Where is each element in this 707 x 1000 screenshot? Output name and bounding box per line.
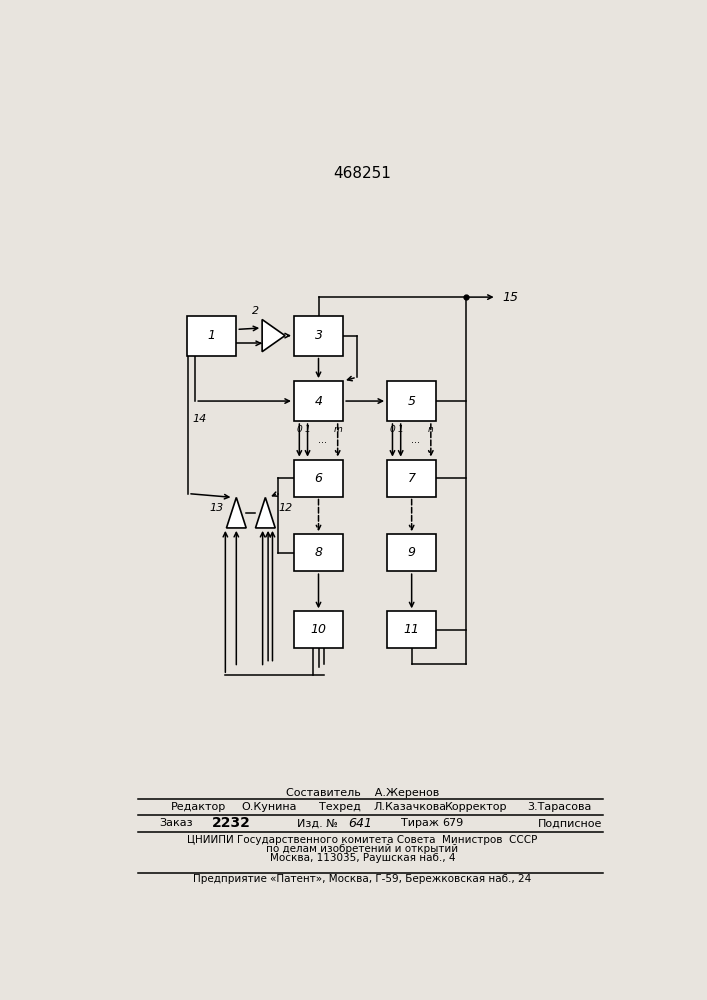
FancyBboxPatch shape <box>294 381 343 421</box>
Text: 2: 2 <box>252 306 259 316</box>
Text: 0: 0 <box>296 425 302 434</box>
Text: 468251: 468251 <box>334 166 391 181</box>
FancyBboxPatch shape <box>294 316 343 356</box>
FancyBboxPatch shape <box>387 611 436 648</box>
Text: 15: 15 <box>502 291 518 304</box>
FancyBboxPatch shape <box>387 381 436 421</box>
Text: 8: 8 <box>315 546 322 559</box>
Text: m: m <box>333 425 342 434</box>
Text: Редактор: Редактор <box>170 802 226 812</box>
Text: Составитель    А.Жеренов: Составитель А.Жеренов <box>286 788 439 798</box>
Polygon shape <box>262 320 285 352</box>
Text: 13: 13 <box>209 503 223 513</box>
Text: ...: ... <box>318 435 327 445</box>
Text: ЦНИИПИ Государственного комитета Совета  Министров  СССР: ЦНИИПИ Государственного комитета Совета … <box>187 835 537 845</box>
Text: 3: 3 <box>315 329 322 342</box>
Text: 0: 0 <box>390 425 395 434</box>
Text: Корректор: Корректор <box>445 802 507 812</box>
Text: Предприятие «Патент», Москва, Г-59, Бережковская наб., 24: Предприятие «Патент», Москва, Г-59, Бере… <box>193 874 532 884</box>
Text: 2232: 2232 <box>211 816 250 830</box>
Text: 1: 1 <box>398 425 404 434</box>
Text: Тираж: Тираж <box>401 818 438 828</box>
Text: О.Кунина: О.Кунина <box>242 802 298 812</box>
Text: ...: ... <box>411 435 420 445</box>
Text: 11: 11 <box>404 623 420 636</box>
Text: Подписное: Подписное <box>538 818 602 828</box>
Text: Техред: Техред <box>319 802 361 812</box>
Text: Изд. №: Изд. № <box>297 818 337 828</box>
Text: 6: 6 <box>315 472 322 485</box>
Text: 9: 9 <box>408 546 416 559</box>
Text: n: n <box>428 425 433 434</box>
FancyBboxPatch shape <box>187 316 236 356</box>
Text: 641: 641 <box>349 817 373 830</box>
Text: 5: 5 <box>408 395 416 408</box>
FancyBboxPatch shape <box>294 534 343 571</box>
Text: 1: 1 <box>305 425 310 434</box>
Text: 679: 679 <box>442 818 463 828</box>
Text: 14: 14 <box>192 414 206 424</box>
Text: 7: 7 <box>408 472 416 485</box>
Text: по делам изобретений и открытий: по делам изобретений и открытий <box>267 844 458 854</box>
Text: 12: 12 <box>278 503 292 513</box>
Text: 3.Тарасова: 3.Тарасова <box>527 802 591 812</box>
FancyBboxPatch shape <box>294 460 343 497</box>
Polygon shape <box>226 497 246 528</box>
FancyBboxPatch shape <box>294 611 343 648</box>
FancyBboxPatch shape <box>387 534 436 571</box>
Text: 1: 1 <box>208 329 216 342</box>
Text: Л.Казачкова: Л.Казачкова <box>373 802 446 812</box>
Text: Заказ: Заказ <box>160 818 193 828</box>
FancyBboxPatch shape <box>387 460 436 497</box>
Text: Москва, 113035, Раушская наб., 4: Москва, 113035, Раушская наб., 4 <box>269 853 455 863</box>
Text: 4: 4 <box>315 395 322 408</box>
Text: 10: 10 <box>310 623 327 636</box>
Polygon shape <box>255 497 275 528</box>
